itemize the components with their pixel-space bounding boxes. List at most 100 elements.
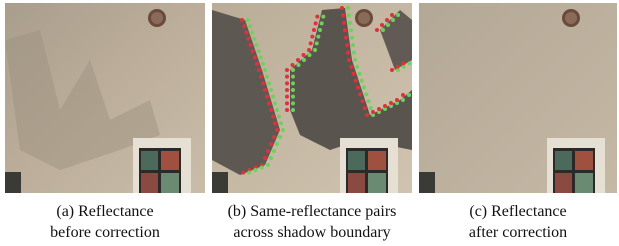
pair-marker (341, 13, 345, 17)
pair-marker (391, 18, 395, 22)
caption-line: (b) Same-reflectance pairs (228, 203, 397, 220)
pair-marker (291, 81, 295, 85)
pair-marker (381, 28, 385, 32)
pair-marker (312, 28, 316, 32)
pair-marker (291, 75, 295, 79)
pair-marker (407, 93, 411, 97)
pair-marker (269, 156, 273, 160)
caption-line: after correction (469, 224, 567, 241)
pair-marker (291, 108, 295, 112)
pair-marker (271, 95, 275, 99)
pair-marker (291, 68, 295, 72)
pair-marker (246, 37, 250, 41)
pair-marker (253, 56, 257, 60)
pair-marker (261, 62, 265, 66)
pair-marker (365, 113, 369, 117)
pair-marker (380, 23, 384, 27)
pair-marker (285, 81, 289, 85)
pair-marker (349, 65, 353, 69)
pair-marker (285, 88, 289, 92)
pair-marker (244, 31, 248, 35)
pair-marker (308, 53, 312, 57)
pair-marker (307, 48, 311, 52)
pair-marker (401, 93, 405, 97)
pair-marker (407, 61, 411, 65)
pair-marker (271, 115, 275, 119)
pair-marker (313, 48, 317, 52)
pair-marker (267, 81, 271, 85)
pair-marker (386, 23, 390, 27)
pair-marker (367, 99, 371, 103)
pair-marker (297, 63, 301, 67)
pair-marker (281, 128, 285, 132)
pair-marker (356, 86, 360, 90)
pair-marker (267, 101, 271, 105)
pair-marker (285, 108, 289, 112)
pair-marker (273, 101, 277, 105)
pair-marker (265, 95, 269, 99)
pair-marker (396, 13, 400, 17)
pair-marker (401, 98, 405, 102)
pair-marker (242, 24, 246, 28)
pair-marker (291, 63, 295, 67)
pair-marker (315, 15, 319, 19)
pair-marker (275, 108, 279, 112)
pair-marker (272, 149, 276, 153)
pair-marker (345, 43, 349, 47)
pair-marker (369, 106, 373, 110)
pair-marker (240, 18, 244, 22)
pair-marker (320, 21, 324, 25)
caption-line: (c) Reflectance (469, 203, 566, 220)
pair-marker (390, 13, 394, 17)
figure: (a) Reflectance before correction (b) Sa… (0, 0, 619, 246)
pair-marker (249, 43, 253, 47)
pair-marker (360, 79, 364, 83)
pair-marker (285, 75, 289, 79)
pair-marker (263, 156, 267, 160)
pair-marker (275, 128, 279, 132)
pair-marker (269, 108, 273, 112)
pair-marker (351, 43, 355, 47)
pair-marker (275, 142, 279, 146)
pair-marker (269, 88, 273, 92)
pair-marker (390, 68, 394, 72)
pair-marker (346, 6, 350, 10)
pair-marker (352, 72, 356, 76)
pair-marker (342, 21, 346, 25)
pair-marker (314, 21, 318, 25)
pair-marker (377, 107, 381, 111)
pair-marker (251, 49, 255, 53)
pair-marker (347, 13, 351, 17)
pair-marker (383, 104, 387, 108)
pair-marker (248, 24, 252, 28)
pair-marker (348, 21, 352, 25)
pair-marker (358, 72, 362, 76)
pair-marker (364, 92, 368, 96)
pair-marker (254, 168, 258, 172)
pair-marker (246, 18, 250, 22)
panel-b-image (212, 3, 412, 193)
pair-marker (252, 37, 256, 41)
caption-line: across shadow boundary (233, 224, 390, 241)
pair-marker (354, 79, 358, 83)
pair-marker (355, 65, 359, 69)
pair-marker (247, 171, 251, 175)
pair-marker (401, 61, 405, 65)
pair-marker (272, 135, 276, 139)
pair-marker (396, 65, 400, 69)
pair-marker (273, 121, 277, 125)
pair-marker (321, 15, 325, 19)
pair-marker (363, 106, 367, 110)
pair-marker (371, 110, 375, 114)
pair-marker (315, 41, 319, 45)
pair-marker (358, 92, 362, 96)
pair-marker (285, 95, 289, 99)
pair-marker (257, 49, 261, 53)
pair-marker (361, 99, 365, 103)
panel-c-image (419, 3, 617, 193)
pair-marker (362, 86, 366, 90)
pair-marker (395, 98, 399, 102)
pair-marker (343, 28, 347, 32)
pair-marker (346, 51, 350, 55)
caption-line: (a) Reflectance (56, 203, 153, 220)
